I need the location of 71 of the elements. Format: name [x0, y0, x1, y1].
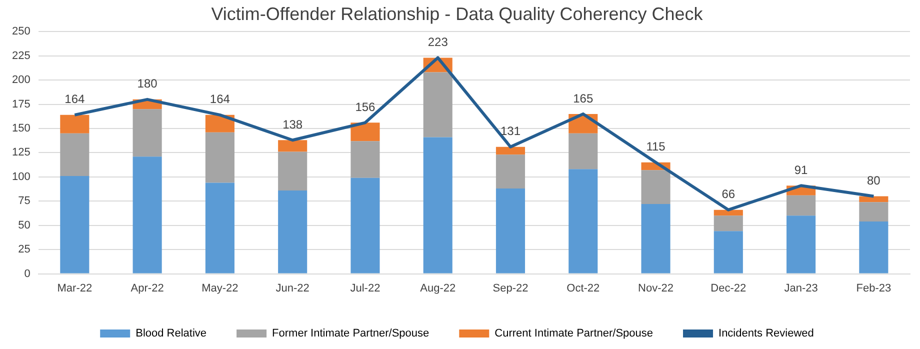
bar [278, 190, 308, 274]
bar [496, 146, 526, 155]
bar [205, 114, 234, 132]
data-label: 164 [64, 92, 86, 106]
legend-label: Incidents Reviewed [718, 328, 814, 340]
bar [714, 210, 743, 216]
bar [423, 72, 452, 138]
bar [278, 140, 308, 152]
y-tick-label: 125 [12, 146, 30, 159]
data-label: 115 [646, 140, 666, 154]
bar [350, 178, 380, 274]
bar [496, 188, 526, 274]
x-tick-label: May-22 [202, 282, 238, 294]
x-tick-label: Mar-22 [57, 282, 92, 294]
legend-label: Current Intimate Partner/Spouse [494, 328, 654, 340]
bar [641, 170, 670, 204]
bar [350, 141, 380, 178]
bar [60, 114, 90, 134]
data-label: 80 [867, 174, 881, 188]
x-tick-label: Jun-22 [276, 282, 310, 294]
bar [132, 156, 162, 274]
bar [132, 109, 162, 157]
x-tick-label: Oct-22 [566, 282, 600, 294]
bar [496, 154, 526, 189]
bar [60, 176, 90, 274]
x-tick-label: Jan-23 [784, 282, 818, 294]
bar [786, 195, 816, 216]
y-tick-label: 150 [12, 122, 30, 135]
y-tick-label: 175 [12, 98, 30, 110]
bar [859, 202, 888, 222]
bar [278, 152, 308, 190]
data-label: 138 [282, 117, 303, 132]
y-tick-label: 25 [18, 244, 30, 256]
bar [859, 196, 888, 202]
data-label: 156 [355, 100, 376, 114]
bar [641, 204, 670, 274]
x-tick-label: Dec-22 [710, 282, 746, 294]
bar [60, 133, 90, 176]
data-label: 131 [500, 124, 521, 138]
bar [859, 221, 888, 274]
y-tick-label: 50 [18, 219, 30, 232]
y-tick-label: 250 [12, 26, 30, 38]
bar [205, 182, 234, 274]
legend-label: Former Intimate Partner/Spouse [272, 328, 430, 340]
bar [423, 137, 452, 274]
data-label: 180 [137, 76, 158, 91]
x-tick-label: Apr-22 [130, 282, 164, 294]
bar [350, 122, 380, 142]
chart-title: Victim-Offender Relationship - Data Quality Coherency Check [211, 4, 704, 24]
bar [714, 216, 743, 232]
x-tick-label: Nov-22 [638, 282, 674, 294]
x-tick-label: Sep-22 [492, 282, 528, 294]
y-tick-label: 200 [12, 74, 30, 86]
legend-label: Blood Relative [136, 328, 207, 340]
data-label: 66 [722, 187, 736, 202]
y-tick-label: 75 [18, 195, 30, 208]
data-label: 165 [573, 91, 594, 106]
y-tick-label: 0 [24, 268, 30, 280]
y-tick-label: 100 [12, 170, 30, 183]
data-label: 223 [428, 35, 448, 50]
data-label: 164 [210, 92, 230, 106]
x-tick-label: Aug-22 [420, 282, 456, 294]
bar [568, 169, 598, 274]
x-tick-label: Jul-22 [350, 282, 380, 294]
bar [786, 216, 816, 274]
x-tick-label: Feb-23 [856, 282, 892, 294]
bar [568, 133, 598, 170]
data-label: 91 [794, 162, 808, 177]
bar [714, 231, 743, 274]
y-tick-label: 225 [12, 50, 30, 62]
bar [205, 132, 234, 183]
